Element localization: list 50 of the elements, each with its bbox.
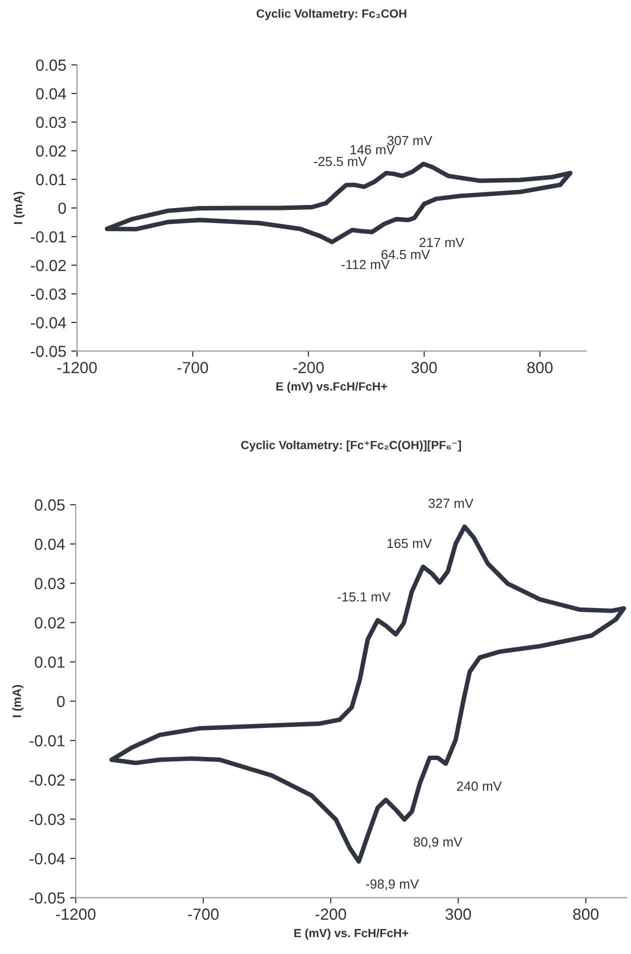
annotation: -112 mV: [342, 260, 390, 270]
annotation: 327 mV: [428, 498, 474, 508]
annotation: 64.5 mV: [382, 250, 430, 260]
x-tick-label: -700: [188, 908, 219, 920]
y-tick-label: -0.03: [30, 288, 66, 300]
y-tick-label: 0.01: [36, 174, 66, 186]
y-tick-label: -0.01: [30, 735, 65, 746]
y-axis-title: I (mA): [12, 685, 24, 718]
annotation: 165 mV: [387, 538, 432, 548]
x-tick-label: -700: [177, 362, 208, 374]
x-tick-label: -200: [315, 908, 346, 920]
x-axis-title: E (mV) vs.FcH/FcH+: [276, 382, 388, 393]
annotation: 240 mV: [457, 781, 502, 791]
y-tick-label: 0.03: [34, 578, 65, 590]
annotation: 80,9 mV: [414, 837, 462, 848]
x-tick-label: 800: [573, 908, 598, 920]
x-tick-label: -1200: [57, 362, 97, 374]
y-tick-label: -0.03: [30, 814, 65, 826]
y-tick-label: -0.02: [30, 260, 66, 272]
annotation: 217 mV: [419, 238, 464, 248]
y-tick-label: 0.01: [34, 656, 65, 668]
y-tick-label: 0.05: [36, 60, 66, 71]
x-tick-label: -200: [293, 362, 324, 374]
y-tick-label: 0.03: [36, 116, 66, 128]
y-axis-title: I (mA): [14, 192, 25, 224]
y-tick-label: -0.04: [30, 853, 65, 864]
y-tick-label: 0.05: [34, 499, 65, 511]
annotation: -98,9 mV: [366, 879, 419, 890]
x-tick-label: 300: [446, 908, 471, 920]
annotation: 307 mV: [387, 136, 432, 146]
y-tick-label: 0.04: [34, 538, 65, 550]
y-tick-label: 0.04: [36, 88, 66, 100]
y-tick-label: -0.01: [30, 231, 66, 243]
y-tick-label: 0: [57, 696, 65, 708]
annotation: -25.5 mV: [314, 156, 367, 166]
chart-title: Cyclic Voltametry: Fc₃COH: [256, 9, 406, 20]
y-tick-label: -0.05: [30, 346, 66, 358]
chart-title: Cyclic Voltametry: [Fc⁺Fc₂C(OH)][PF₆⁻]: [241, 440, 461, 452]
y-tick-label: 0.02: [36, 145, 66, 157]
x-tick-label: 800: [527, 362, 553, 374]
y-tick-label: 0.02: [34, 617, 65, 629]
y-tick-label: -0.02: [30, 774, 65, 786]
x-tick-label: 300: [411, 362, 437, 374]
y-tick-label: -0.04: [30, 317, 66, 328]
y-tick-label: 0: [58, 202, 66, 214]
annotation: -15.1 mV: [338, 592, 390, 602]
x-axis-title: E (mV) vs. FcH/FcH+: [294, 928, 408, 940]
annotation: 146 mV: [350, 145, 396, 154]
y-tick-label: -0.05: [30, 892, 65, 904]
x-tick-label: -1200: [56, 908, 96, 920]
